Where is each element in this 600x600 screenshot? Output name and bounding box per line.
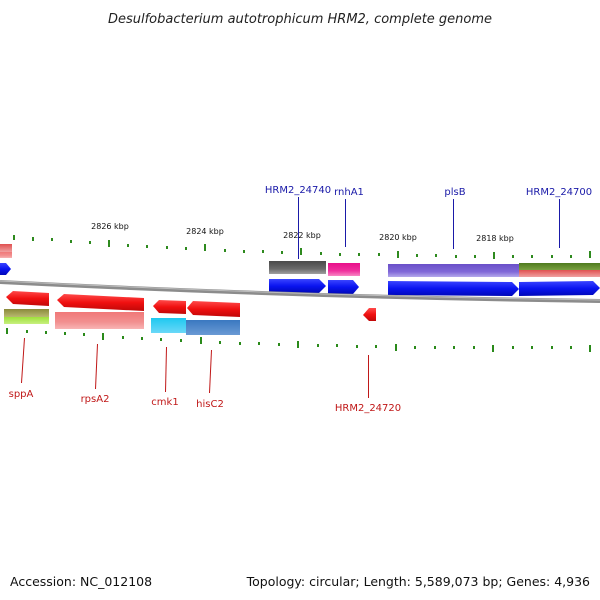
cds-arrow-HRM2_24720[interactable] <box>363 308 376 321</box>
reverse-strand-features <box>4 291 376 335</box>
genome-summary: Topology: circular; Length: 5,589,073 bp… <box>246 574 590 589</box>
kbp-label: 2822 kbp <box>283 231 321 240</box>
gene-HRM2_24700-band[interactable] <box>519 270 600 277</box>
cds-arrow-rnhA1[interactable] <box>328 280 359 294</box>
kbp-label: 2818 kbp <box>476 234 514 243</box>
gene-cmk1[interactable] <box>151 318 186 333</box>
top-tick-row <box>13 235 591 259</box>
cds-arrow-HRM2_24700[interactable] <box>519 281 600 296</box>
forward-strand-features <box>0 244 600 296</box>
cds-arrow-hisC2[interactable] <box>187 301 240 317</box>
gene-label[interactable]: hisC2 <box>196 399 224 410</box>
kbp-label: 2824 kbp <box>186 227 224 236</box>
cds-arrow-HRM2_24740[interactable] <box>269 279 326 293</box>
kbp-label: 2820 kbp <box>379 233 417 242</box>
gene-label[interactable]: cmk1 <box>151 397 178 408</box>
gene-label[interactable]: HRM2_24720 <box>335 403 401 414</box>
gene-sppA-band[interactable] <box>4 317 49 324</box>
gene-hisC2[interactable] <box>186 320 240 335</box>
gene-HRM2_24700[interactable] <box>519 263 600 270</box>
gene-plsB[interactable] <box>388 264 519 277</box>
genome-backbone <box>0 280 600 303</box>
genome-backbone-highlight <box>0 280 600 301</box>
major-tick-2826 <box>108 240 110 247</box>
top-gene-labels: HRM2_24740 rnhA1 plsB HRM2_24700 <box>265 185 592 198</box>
cds-arrow-rpsA2[interactable] <box>57 294 144 311</box>
gene-rnhA1[interactable] <box>328 263 360 276</box>
cds-arrow-sppA[interactable] <box>6 291 49 306</box>
gene-label[interactable]: HRM2_24740 <box>265 185 331 196</box>
cds-arrow-cmk1[interactable] <box>153 300 186 314</box>
gene-HRM2_24740[interactable] <box>269 261 326 274</box>
bottom-label-leaders <box>21 337 369 398</box>
accession-text: Accession: NC_012108 <box>10 574 152 589</box>
kbp-labels: 2826 kbp 2824 kbp 2822 kbp 2820 kbp 2818… <box>91 222 514 243</box>
gene-label[interactable]: plsB <box>444 187 465 198</box>
major-tick-2820 <box>397 251 399 258</box>
cds-arrow-plsB[interactable] <box>388 281 519 296</box>
gene-rpsA2[interactable] <box>55 312 144 329</box>
cds-arrow[interactable] <box>0 263 11 275</box>
gene-label[interactable]: rnhA1 <box>334 187 364 198</box>
gene-feature[interactable] <box>0 252 12 258</box>
gene-label[interactable]: HRM2_24700 <box>526 187 592 198</box>
kbp-label: 2826 kbp <box>91 222 129 231</box>
gene-feature[interactable] <box>0 244 12 252</box>
map-title: Desulfobacterium autotrophicum HRM2, com… <box>108 12 492 27</box>
bottom-tick-row <box>6 328 591 352</box>
gene-label[interactable]: sppA <box>9 389 34 400</box>
major-tick-2824 <box>204 244 206 251</box>
major-tick-2818 <box>493 252 495 259</box>
gene-sppA[interactable] <box>4 309 49 317</box>
bottom-gene-labels: sppA rpsA2 cmk1 hisC2 HRM2_24720 <box>9 389 402 414</box>
gene-label[interactable]: rpsA2 <box>81 394 110 405</box>
top-label-leaders <box>298 197 560 259</box>
major-tick-2822 <box>300 248 302 255</box>
